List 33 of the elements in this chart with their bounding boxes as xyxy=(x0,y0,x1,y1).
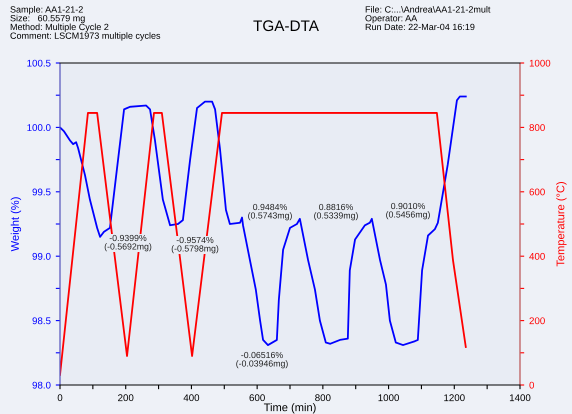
annotation: 0.9010% (0.5456mg) xyxy=(386,202,430,220)
line-series xyxy=(60,112,467,376)
y2-tick-label: 1000 xyxy=(530,60,550,67)
y-tick-label: 99.0 xyxy=(32,252,51,260)
x-tick-label: 1000 xyxy=(378,394,400,402)
annotation: -0.06516% (-0.03946mg) xyxy=(236,352,288,368)
y2-tick-label: 400 xyxy=(529,252,545,260)
y-tick-label: 100.0 xyxy=(27,124,51,132)
x-tick-label: 600 xyxy=(250,394,265,402)
x-tick-label: 1200 xyxy=(444,394,465,402)
y-axis-title: Weight (%) xyxy=(10,197,22,252)
y2-tick-label: 600 xyxy=(530,188,545,196)
text: File: C:...\Andrea\AA1-21-2mult Operator: AA Run Date: 22-Mar-04 16:19 xyxy=(365,6,490,30)
y-tick-label: 100.5 xyxy=(27,60,51,67)
y2-tick-label: 200 xyxy=(530,317,545,324)
y2-axis-title: Temperature (°C) xyxy=(556,182,567,266)
x-tick-label: 400 xyxy=(184,394,200,402)
y-tick-label: 98.5 xyxy=(32,317,51,324)
y2-tick-label: 800 xyxy=(529,124,545,132)
x-tick-label: 1400 xyxy=(510,394,530,402)
y-tick-label: 98.0 xyxy=(32,382,51,389)
chart-title: TGA-DTA xyxy=(253,20,319,32)
annotation: -0.9574% (-0.5798mg) xyxy=(172,236,218,254)
annotation: -0.9399% (-0.5692mg) xyxy=(104,234,152,252)
text: Sample: AA1-21-2 Size: 60.5579 mg Method: Multiple Cycle 2 Comment: LSCM1973 multiple cycles xyxy=(10,6,160,41)
x-tick-label: 0 xyxy=(58,394,62,402)
annotation: 0.8816% (0.5339mg) xyxy=(314,204,358,220)
x-axis-title: Time (min) xyxy=(264,403,316,414)
annotation: 0.9484% (0.5743mg) xyxy=(248,204,292,220)
y2-tick-label: 0 xyxy=(529,382,534,389)
y-tick-label: 99.5 xyxy=(32,188,51,196)
x-tick-label: 200 xyxy=(118,394,134,402)
x-tick-label: 800 xyxy=(315,394,331,402)
